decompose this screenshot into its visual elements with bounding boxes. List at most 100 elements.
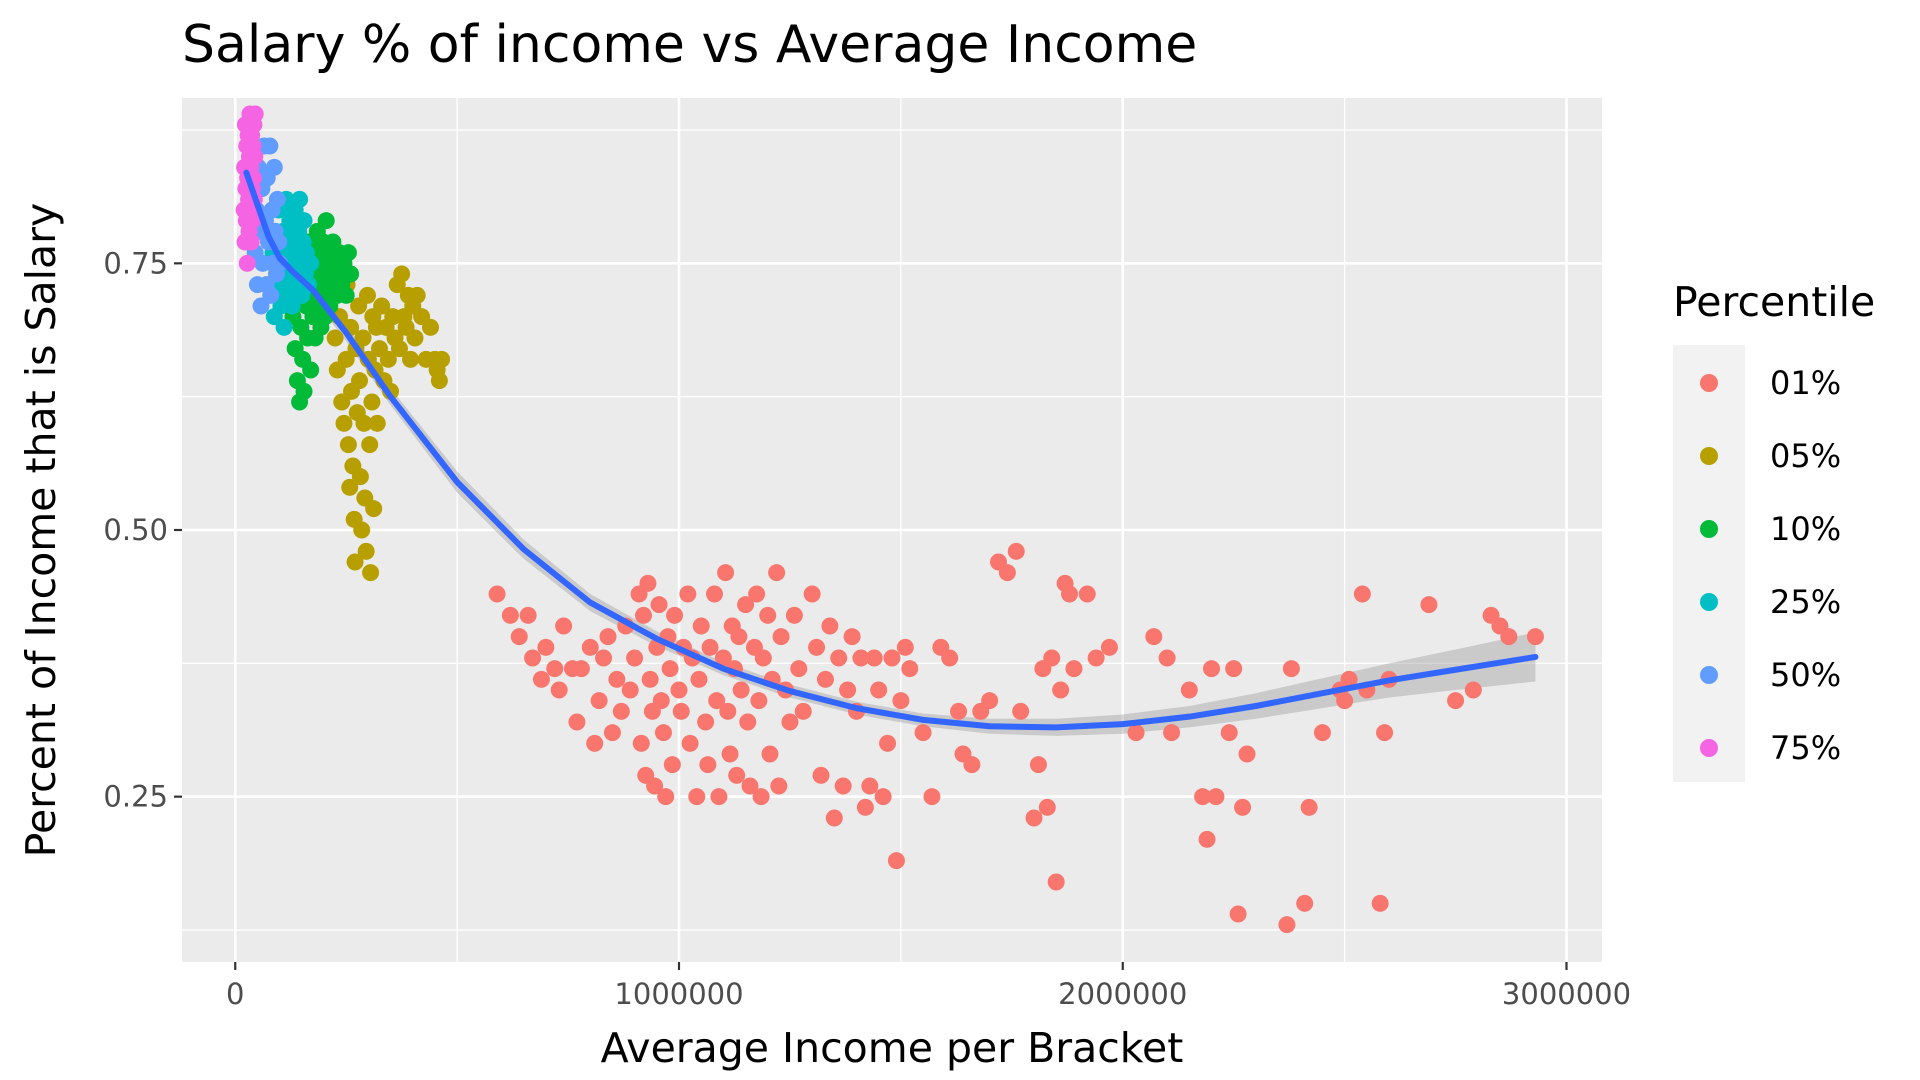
data-point: [759, 606, 777, 624]
data-point: [646, 777, 664, 795]
legend-key: [1700, 447, 1718, 465]
data-point: [981, 692, 999, 710]
data-point: [883, 649, 901, 667]
data-point: [730, 628, 748, 646]
data-point: [537, 638, 555, 656]
data-point: [1203, 660, 1220, 678]
data-point: [719, 702, 737, 720]
data-point: [825, 809, 843, 827]
data-point: [302, 361, 320, 379]
data-point: [839, 681, 857, 699]
data-point: [706, 585, 723, 603]
data-point: [654, 724, 672, 742]
data-point: [373, 297, 391, 315]
data-point: [353, 521, 371, 539]
data-point: [268, 190, 286, 208]
smooth-curve: [243, 169, 1539, 731]
data-point: [326, 329, 344, 347]
smooth-confidence-band: [246, 162, 1536, 736]
data-point: [1025, 809, 1043, 827]
data-point: [710, 788, 728, 806]
data-point: [732, 681, 750, 699]
data-point: [532, 670, 550, 688]
data-point: [1313, 724, 1331, 742]
data-point: [661, 660, 679, 678]
legend-key: [1700, 739, 1718, 757]
data-point: [361, 436, 379, 454]
legend-label: 25%: [1770, 583, 1841, 621]
data-point: [572, 660, 590, 678]
data-point: [672, 702, 690, 720]
data-point: [244, 212, 262, 230]
data-point: [750, 692, 768, 710]
data-point: [641, 670, 659, 688]
data-point: [1007, 542, 1025, 560]
data-point: [688, 788, 706, 806]
data-point: [357, 542, 375, 560]
data-point: [1336, 692, 1354, 710]
legend: Percentile 01% 05% 10% 25% 50% 75%: [1673, 278, 1875, 782]
data-point: [737, 596, 755, 614]
data-point: [1220, 724, 1238, 742]
data-point: [1376, 724, 1394, 742]
legend-label: 05%: [1770, 437, 1841, 475]
data-point: [365, 500, 383, 518]
data-point: [941, 649, 959, 667]
data-point: [339, 436, 357, 454]
data-point: [590, 692, 608, 710]
data-point: [699, 756, 717, 774]
series-01pct: [488, 542, 1544, 934]
data-point: [341, 478, 359, 496]
data-point: [632, 734, 650, 752]
data-point: [1340, 670, 1358, 688]
data-point: [422, 318, 439, 336]
data-point: [519, 606, 537, 624]
data-point: [317, 212, 335, 230]
data-point: [1198, 830, 1216, 848]
data-point: [808, 638, 826, 656]
data-point: [354, 329, 372, 347]
data-point: [1300, 798, 1318, 816]
data-point: [408, 286, 426, 304]
data-point: [1180, 681, 1198, 699]
legend-key: [1700, 666, 1718, 684]
data-point: [741, 777, 759, 795]
data-point: [1043, 649, 1061, 667]
data-point: [1100, 638, 1118, 656]
y-axis-title: Percent of Income that is Salary: [17, 203, 65, 858]
data-point: [1145, 628, 1163, 646]
data-point: [430, 372, 448, 390]
data-point: [363, 393, 381, 411]
data-point: [697, 713, 715, 731]
data-point: [1047, 873, 1065, 891]
data-point: [861, 777, 879, 795]
data-point: [346, 553, 364, 571]
data-point: [1065, 660, 1083, 678]
data-point: [830, 649, 848, 667]
data-point: [362, 564, 380, 582]
data-point: [679, 585, 697, 603]
data-point: [770, 777, 788, 795]
data-point: [1052, 681, 1070, 699]
data-point: [342, 265, 360, 283]
data-point: [368, 414, 386, 432]
data-point: [550, 681, 568, 699]
data-point: [879, 734, 897, 752]
data-point: [402, 350, 420, 368]
y-tick-label: 0.50: [103, 513, 168, 547]
data-point: [790, 660, 808, 678]
data-point: [887, 852, 905, 870]
data-point: [914, 724, 932, 742]
data-point: [355, 414, 373, 432]
data-point: [821, 617, 839, 635]
data-point: [663, 756, 681, 774]
data-point: [721, 745, 739, 763]
legend-key: [1700, 520, 1718, 538]
data-point: [843, 628, 861, 646]
data-points: [235, 105, 1544, 934]
y-tick-label: 0.25: [103, 780, 168, 814]
data-point: [834, 777, 852, 795]
data-point: [295, 382, 313, 400]
legend-key: [1700, 374, 1718, 392]
data-point: [546, 660, 564, 678]
